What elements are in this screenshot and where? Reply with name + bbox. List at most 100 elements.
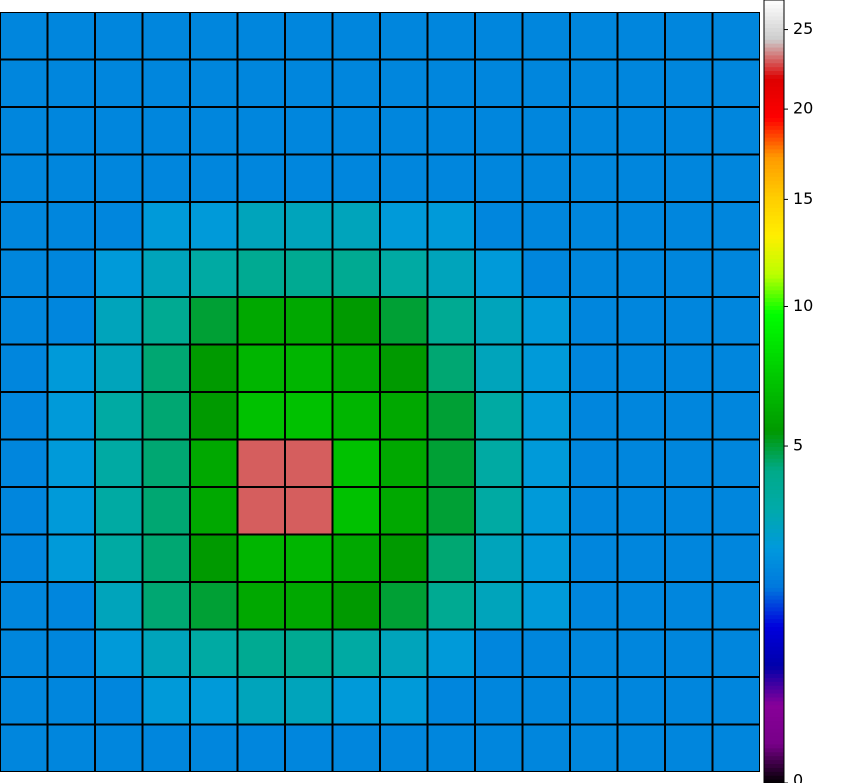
heatmap-cell: [96, 345, 142, 391]
heatmap-cell: [523, 678, 569, 724]
heatmap-cell: [143, 583, 189, 629]
colorbar-swatch: [764, 215, 784, 220]
heatmap-cell: [381, 13, 427, 59]
heatmap-cell: [333, 393, 379, 439]
heatmap-cell: [428, 488, 474, 534]
heatmap-cell: [238, 725, 284, 771]
colorbar-frame: [763, 0, 785, 783]
colorbar-swatch: [764, 626, 784, 631]
colorbar-swatch: [764, 563, 784, 569]
heatmap-cell: [571, 725, 617, 771]
heatmap-cell: [333, 678, 379, 724]
colorbar-swatch: [764, 90, 784, 95]
heatmap-cell: [618, 108, 664, 154]
heatmap-cell: [571, 250, 617, 296]
colorbar-swatch: [764, 160, 784, 166]
colorbar-swatch: [764, 274, 784, 279]
heatmap-cell: [713, 488, 759, 534]
colorbar-swatch: [764, 548, 784, 553]
heatmap-cell: [476, 678, 522, 724]
heatmap-cell: [143, 298, 189, 344]
colorbar-swatch: [764, 371, 784, 377]
heatmap-cell: [618, 678, 664, 724]
colorbar-swatch: [764, 125, 784, 130]
heatmap-cell: [666, 535, 712, 581]
colorbar-swatch: [764, 634, 784, 639]
heatmap-cell: [428, 108, 474, 154]
heatmap-cell: [618, 60, 664, 106]
colorbar-swatch: [764, 704, 784, 710]
heatmap-cell: [191, 440, 237, 486]
heatmap-cell: [618, 13, 664, 59]
heatmap-cell: [333, 725, 379, 771]
heatmap-cell: [238, 108, 284, 154]
colorbar-swatch: [764, 324, 784, 330]
heatmap-cell: [666, 203, 712, 249]
colorbar-swatch: [764, 426, 784, 432]
heatmap-cell: [381, 155, 427, 201]
colorbar-swatch: [764, 43, 784, 48]
heatmap-cell: [96, 393, 142, 439]
colorbar-swatch: [764, 661, 784, 667]
colorbar-swatch: [764, 587, 784, 592]
heatmap-cell: [428, 535, 474, 581]
heatmap-cell: [713, 393, 759, 439]
colorbar-swatch: [764, 11, 784, 17]
colorbar-swatch: [764, 258, 784, 263]
heatmap-cell: [571, 583, 617, 629]
heatmap-cell: [96, 440, 142, 486]
heatmap-cell: [191, 583, 237, 629]
colorbar-swatch: [764, 685, 784, 690]
heatmap-cell: [666, 13, 712, 59]
heatmap-cell: [191, 298, 237, 344]
heatmap-cell: [96, 725, 142, 771]
heatmap-cell: [238, 345, 284, 391]
heatmap-cell: [428, 60, 474, 106]
heatmap-cell: [238, 13, 284, 59]
colorbar-swatch: [764, 219, 784, 224]
colorbar-tick-label: 10: [793, 296, 813, 315]
heatmap-cell: [618, 630, 664, 676]
colorbar-swatch: [764, 434, 784, 440]
heatmap-cell: [191, 13, 237, 59]
heatmap-cell: [1, 488, 47, 534]
heatmap-cell: [666, 725, 712, 771]
colorbar-swatch: [764, 23, 784, 29]
heatmap-cell: [523, 250, 569, 296]
colorbar-swatch: [764, 364, 784, 369]
heatmap-cell: [476, 535, 522, 581]
heatmap-cell: [191, 488, 237, 534]
heatmap-cell: [713, 60, 759, 106]
heatmap-cell: [286, 630, 332, 676]
heatmap-cell: [523, 345, 569, 391]
heatmap-cell: [191, 345, 237, 391]
heatmap-cell: [666, 630, 712, 676]
heatmap-cell: [428, 298, 474, 344]
colorbar-swatch: [764, 336, 784, 342]
heatmap-cell: [238, 535, 284, 581]
colorbar-swatch: [764, 46, 784, 52]
colorbar-swatch: [764, 360, 784, 365]
heatmap-cell: [666, 345, 712, 391]
heatmap-cell: [96, 630, 142, 676]
heatmap-cell: [48, 298, 94, 344]
colorbar-swatch: [764, 129, 784, 134]
colorbar-swatch: [764, 262, 784, 267]
heatmap-cell: [618, 203, 664, 249]
colorbar-swatch: [764, 266, 784, 271]
heatmap-cell: [571, 440, 617, 486]
colorbar-swatch: [764, 50, 784, 56]
colorbar-swatch: [764, 172, 784, 177]
heatmap-cell: [476, 393, 522, 439]
heatmap-cell: [713, 678, 759, 724]
heatmap-cell: [381, 203, 427, 249]
heatmap-cell: [523, 203, 569, 249]
heatmap-cell: [523, 535, 569, 581]
colorbar-swatch: [764, 544, 784, 549]
heatmap-cell: [381, 298, 427, 344]
heatmap-cell: [666, 488, 712, 534]
heatmap-cell: [333, 535, 379, 581]
colorbar-swatch: [764, 555, 784, 561]
heatmap-cell: [381, 393, 427, 439]
heatmap-cell: [143, 108, 189, 154]
